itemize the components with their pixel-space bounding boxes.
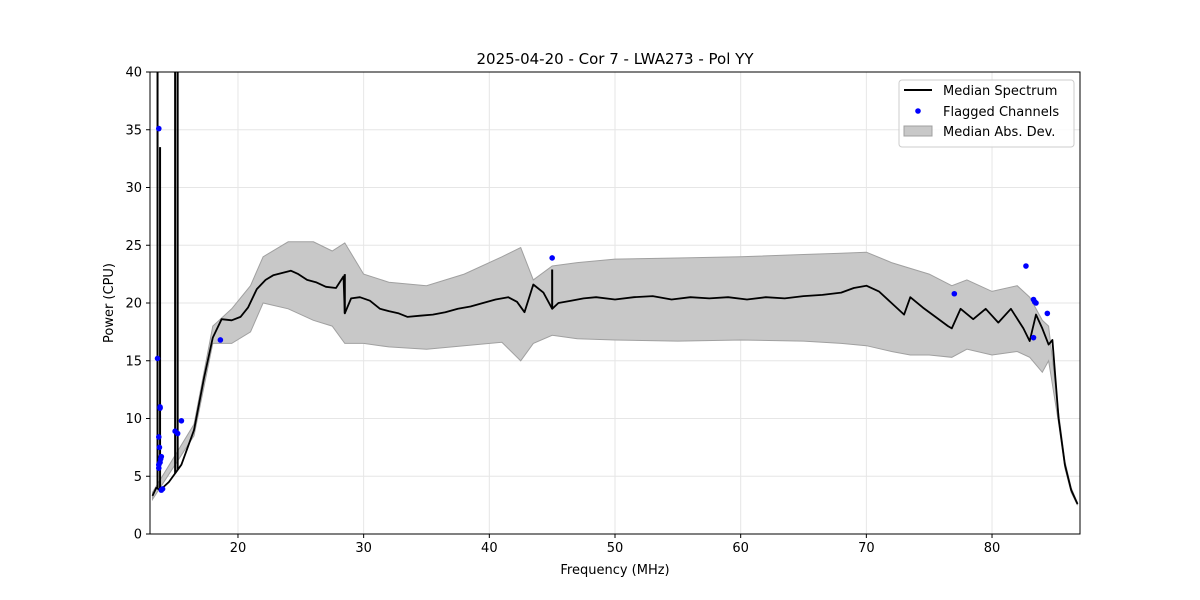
flagged-channel-point	[159, 486, 166, 492]
x-tick-label: 50	[607, 541, 624, 556]
flagged-channel-point	[174, 430, 181, 437]
y-tick-label: 25	[125, 239, 142, 254]
y-tick-label: 35	[125, 123, 142, 138]
flagged-channel-point	[157, 404, 163, 410]
x-axis-label: Frequency (MHz)	[560, 563, 669, 578]
legend-flagged-label: Flagged Channels	[943, 105, 1059, 120]
mad-band-layer	[152, 241, 1078, 506]
flagged-channel-point	[217, 337, 224, 343]
legend-band-swatch	[903, 125, 933, 137]
median-line-layer	[151, 72, 1079, 505]
y-tick-label: 15	[125, 354, 142, 369]
legend-median-label: Median Spectrum	[943, 84, 1057, 99]
flagged-channel-point	[1044, 310, 1051, 317]
y-axis-label: Power (CPU)	[102, 263, 117, 343]
x-tick-label: 80	[984, 541, 1001, 556]
legend-box	[898, 79, 1075, 148]
flagged-channel-point	[154, 355, 161, 362]
legend-mad-label: Median Abs. Dev.	[943, 125, 1055, 140]
y-tick-label: 5	[134, 470, 142, 485]
mad-band	[152, 241, 1078, 506]
legend-point-swatch	[915, 108, 921, 114]
y-tick-label: 20	[125, 297, 142, 312]
flagged-channel-point	[1033, 300, 1039, 306]
flagged-channel-point	[178, 418, 185, 424]
flagged-channel-point	[1023, 263, 1029, 269]
legend: Median Spectrum Flagged Channels Median …	[898, 79, 1075, 148]
y-tick-label: 0	[134, 528, 142, 543]
x-tick-label: 40	[481, 541, 498, 556]
flagged-channel-point	[156, 444, 163, 451]
axis-ticks: 20 30 40 50 60 70 80 0 5 10 15 20 25 30 35 40	[125, 66, 1000, 557]
y-tick-label: 10	[125, 412, 142, 427]
flagged-channel-point	[1030, 334, 1037, 341]
y-tick-label: 30	[125, 181, 142, 196]
x-tick-label: 70	[858, 541, 875, 556]
x-tick-label: 30	[355, 541, 372, 556]
flagged-points-layer	[154, 125, 1051, 493]
y-tick-label: 40	[125, 66, 142, 81]
x-tick-label: 60	[732, 541, 749, 556]
flagged-channel-point	[155, 434, 162, 440]
flagged-channel-point	[155, 465, 162, 471]
flagged-channel-point	[155, 125, 162, 132]
median-spectrum-line	[151, 269, 1079, 505]
chart-title: 2025-04-20 - Cor 7 - LWA273 - Pol YY	[477, 50, 755, 68]
x-tick-label: 20	[230, 541, 247, 556]
flagged-channel-point	[158, 453, 165, 460]
flagged-channel-point	[157, 459, 163, 466]
flagged-channel-point	[549, 255, 555, 261]
flagged-channel-point	[951, 290, 958, 297]
